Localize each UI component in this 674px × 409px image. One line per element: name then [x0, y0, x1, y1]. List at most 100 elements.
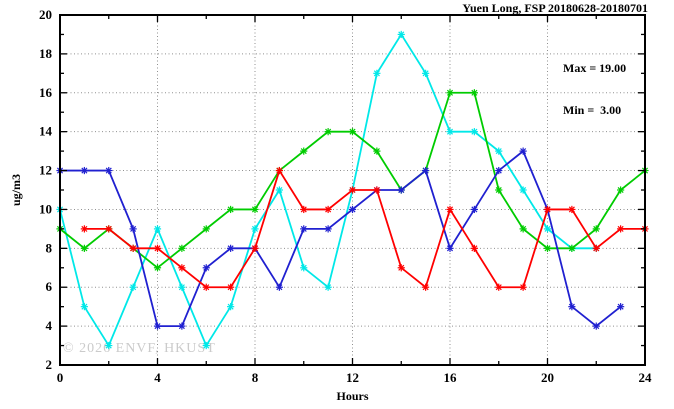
data-point-marker: [397, 186, 405, 194]
data-point-marker: [519, 283, 527, 291]
data-point-marker: [178, 283, 186, 291]
y-axis-label: ug/m3: [9, 174, 23, 207]
data-point-marker: [227, 205, 235, 214]
data-point-marker: [324, 283, 332, 291]
data-point-marker: [397, 264, 405, 272]
data-point-marker: [422, 69, 430, 77]
data-point-marker: [202, 225, 210, 233]
data-point-marker: [348, 186, 357, 194]
data-point-marker: [470, 89, 478, 97]
data-point-marker: [251, 225, 259, 233]
data-point-marker: [178, 322, 186, 330]
data-point-marker: [153, 322, 162, 330]
y-tick-label: 12: [39, 163, 52, 178]
data-point-marker: [617, 225, 625, 233]
data-point-marker: [495, 283, 503, 291]
data-point-marker: [568, 205, 576, 214]
data-point-marker: [543, 225, 552, 233]
data-point-marker: [519, 225, 527, 233]
data-point-marker: [446, 205, 454, 214]
data-point-marker: [422, 166, 430, 175]
y-tick-label: 14: [39, 124, 53, 139]
data-point-marker: [592, 322, 600, 330]
x-axis-label: Hours: [336, 389, 369, 403]
y-tick-label: 16: [39, 85, 53, 100]
data-point-marker: [519, 186, 527, 194]
y-tick-labels: 2 4 6 8 10 12 14 16 18 20: [39, 7, 53, 372]
data-point-marker: [446, 128, 454, 136]
axis-ticks: [59, 14, 646, 366]
data-point-marker: [275, 283, 283, 291]
data-point-marker: [373, 186, 381, 194]
min-value-label: Min = 3.00: [563, 103, 622, 117]
data-point-marker: [495, 186, 503, 194]
data-point-marker: [324, 225, 332, 233]
x-tick-label: 12: [346, 370, 359, 385]
data-point-marker: [519, 147, 527, 155]
data-point-marker: [202, 264, 210, 272]
data-point-marker: [568, 244, 576, 252]
data-point-marker: [495, 147, 503, 155]
data-point-marker: [275, 186, 283, 194]
data-point-marker: [373, 147, 381, 155]
data-point-marker: [470, 128, 478, 136]
data-point-marker: [300, 225, 308, 233]
data-point-marker: [446, 89, 454, 97]
data-point-marker: [105, 166, 113, 175]
chart-title: Yuen Long, FSP 20180628-20180701: [462, 1, 648, 15]
data-point-marker: [568, 303, 576, 311]
data-point-marker: [592, 244, 600, 252]
y-tick-label: 10: [39, 201, 52, 216]
data-point-marker: [80, 303, 88, 311]
max-min-annotation: Max = 19.00 Min = 3.00: [563, 33, 626, 145]
data-point-marker: [251, 244, 259, 252]
data-point-marker: [470, 205, 478, 214]
data-point-marker: [178, 244, 186, 252]
data-point-marker: [251, 205, 259, 214]
y-tick-label: 4: [46, 318, 53, 333]
data-point-marker: [470, 244, 478, 252]
data-point-marker: [495, 166, 503, 175]
data-point-marker: [397, 30, 405, 39]
data-point-marker: [80, 166, 88, 175]
data-point-marker: [324, 128, 332, 136]
series-cyan: [56, 30, 600, 350]
y-tick-label: 20: [39, 7, 52, 22]
data-point-marker: [202, 283, 210, 291]
data-point-marker: [80, 225, 88, 233]
x-tick-labels: 0 4 8 12 16 20 24: [57, 370, 652, 385]
series-red: [80, 166, 649, 291]
max-value-label: Max = 19.00: [563, 61, 627, 75]
data-point-marker: [80, 244, 88, 252]
data-point-marker: [300, 205, 308, 214]
data-point-marker: [592, 225, 600, 233]
y-tick-label: 8: [46, 240, 53, 255]
y-tick-label: 2: [46, 357, 53, 372]
data-point-marker: [543, 244, 552, 252]
data-point-marker: [422, 283, 430, 291]
x-tick-label: 24: [639, 370, 653, 385]
data-point-marker: [227, 244, 235, 252]
data-point-marker: [446, 244, 454, 252]
data-point-marker: [178, 264, 186, 272]
data-point-marker: [227, 303, 235, 311]
data-point-marker: [543, 205, 552, 214]
x-tick-label: 0: [57, 370, 64, 385]
x-tick-label: 8: [252, 370, 259, 385]
data-point-marker: [348, 128, 357, 136]
data-point-marker: [300, 264, 308, 272]
data-point-marker: [129, 225, 137, 233]
data-point-marker: [105, 225, 113, 233]
data-point-marker: [153, 264, 162, 272]
data-point-marker: [373, 69, 381, 77]
data-point-marker: [617, 186, 625, 194]
data-point-marker: [129, 283, 137, 291]
x-tick-label: 20: [541, 370, 554, 385]
data-point-marker: [348, 205, 357, 214]
data-point-marker: [105, 341, 113, 350]
data-point-marker: [617, 303, 625, 311]
y-tick-label: 6: [46, 279, 53, 294]
data-point-marker: [153, 225, 162, 233]
